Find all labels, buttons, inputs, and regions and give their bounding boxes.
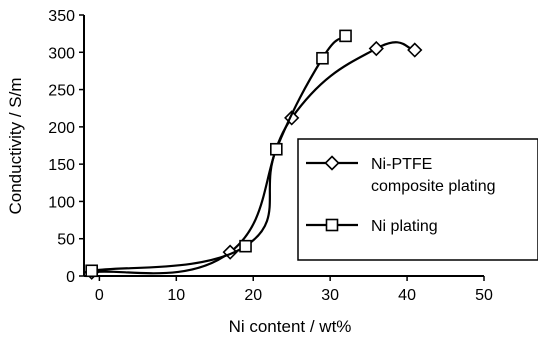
y-tick-label: 300 <box>48 45 75 62</box>
x-tick-label: 20 <box>244 287 262 304</box>
legend-label: Ni plating <box>371 218 438 235</box>
x-tick-label: 30 <box>321 287 339 304</box>
x-ticks: 0 10 20 30 40 50 <box>95 276 493 304</box>
x-tick-label: 0 <box>95 287 104 304</box>
data-point <box>368 40 384 57</box>
y-tick-label: 350 <box>48 8 75 25</box>
legend-marker <box>325 218 339 232</box>
legend-box <box>297 138 538 261</box>
data-point <box>339 29 352 43</box>
series-layer <box>84 29 423 280</box>
y-tick-label: 100 <box>48 194 75 211</box>
y-axis-title: Conductivity / S/m <box>6 78 25 215</box>
y-tick-label: 250 <box>48 83 75 100</box>
legend-label: Ni-PTFE composite plating <box>371 156 496 195</box>
data-point <box>239 239 252 253</box>
data-point <box>85 264 98 278</box>
legend-item: Ni-PTFE composite plating <box>306 155 496 195</box>
x-tick-label: 10 <box>167 287 185 304</box>
legend-items: Ni-PTFE composite plating Ni plating <box>306 155 496 235</box>
data-point <box>316 51 329 65</box>
y-tick-label: 150 <box>48 157 75 174</box>
legend: Ni-PTFE composite plating Ni plating <box>297 138 538 261</box>
plot-area <box>83 15 484 277</box>
x-axis-title: Ni content / wt% <box>229 317 352 336</box>
legend-marker <box>324 155 340 171</box>
y-tick-label: 50 <box>57 232 75 249</box>
series-ni <box>85 29 352 278</box>
x-tick-label: 50 <box>475 287 493 304</box>
y-tick-label: 0 <box>66 269 75 286</box>
y-ticks: 0 50 100 150 200 250 300 350 <box>48 8 84 286</box>
data-point <box>270 142 283 156</box>
data-point <box>407 42 423 58</box>
legend-item: Ni plating <box>306 218 438 235</box>
y-tick-label: 200 <box>48 120 75 137</box>
x-tick-label: 40 <box>398 287 416 304</box>
